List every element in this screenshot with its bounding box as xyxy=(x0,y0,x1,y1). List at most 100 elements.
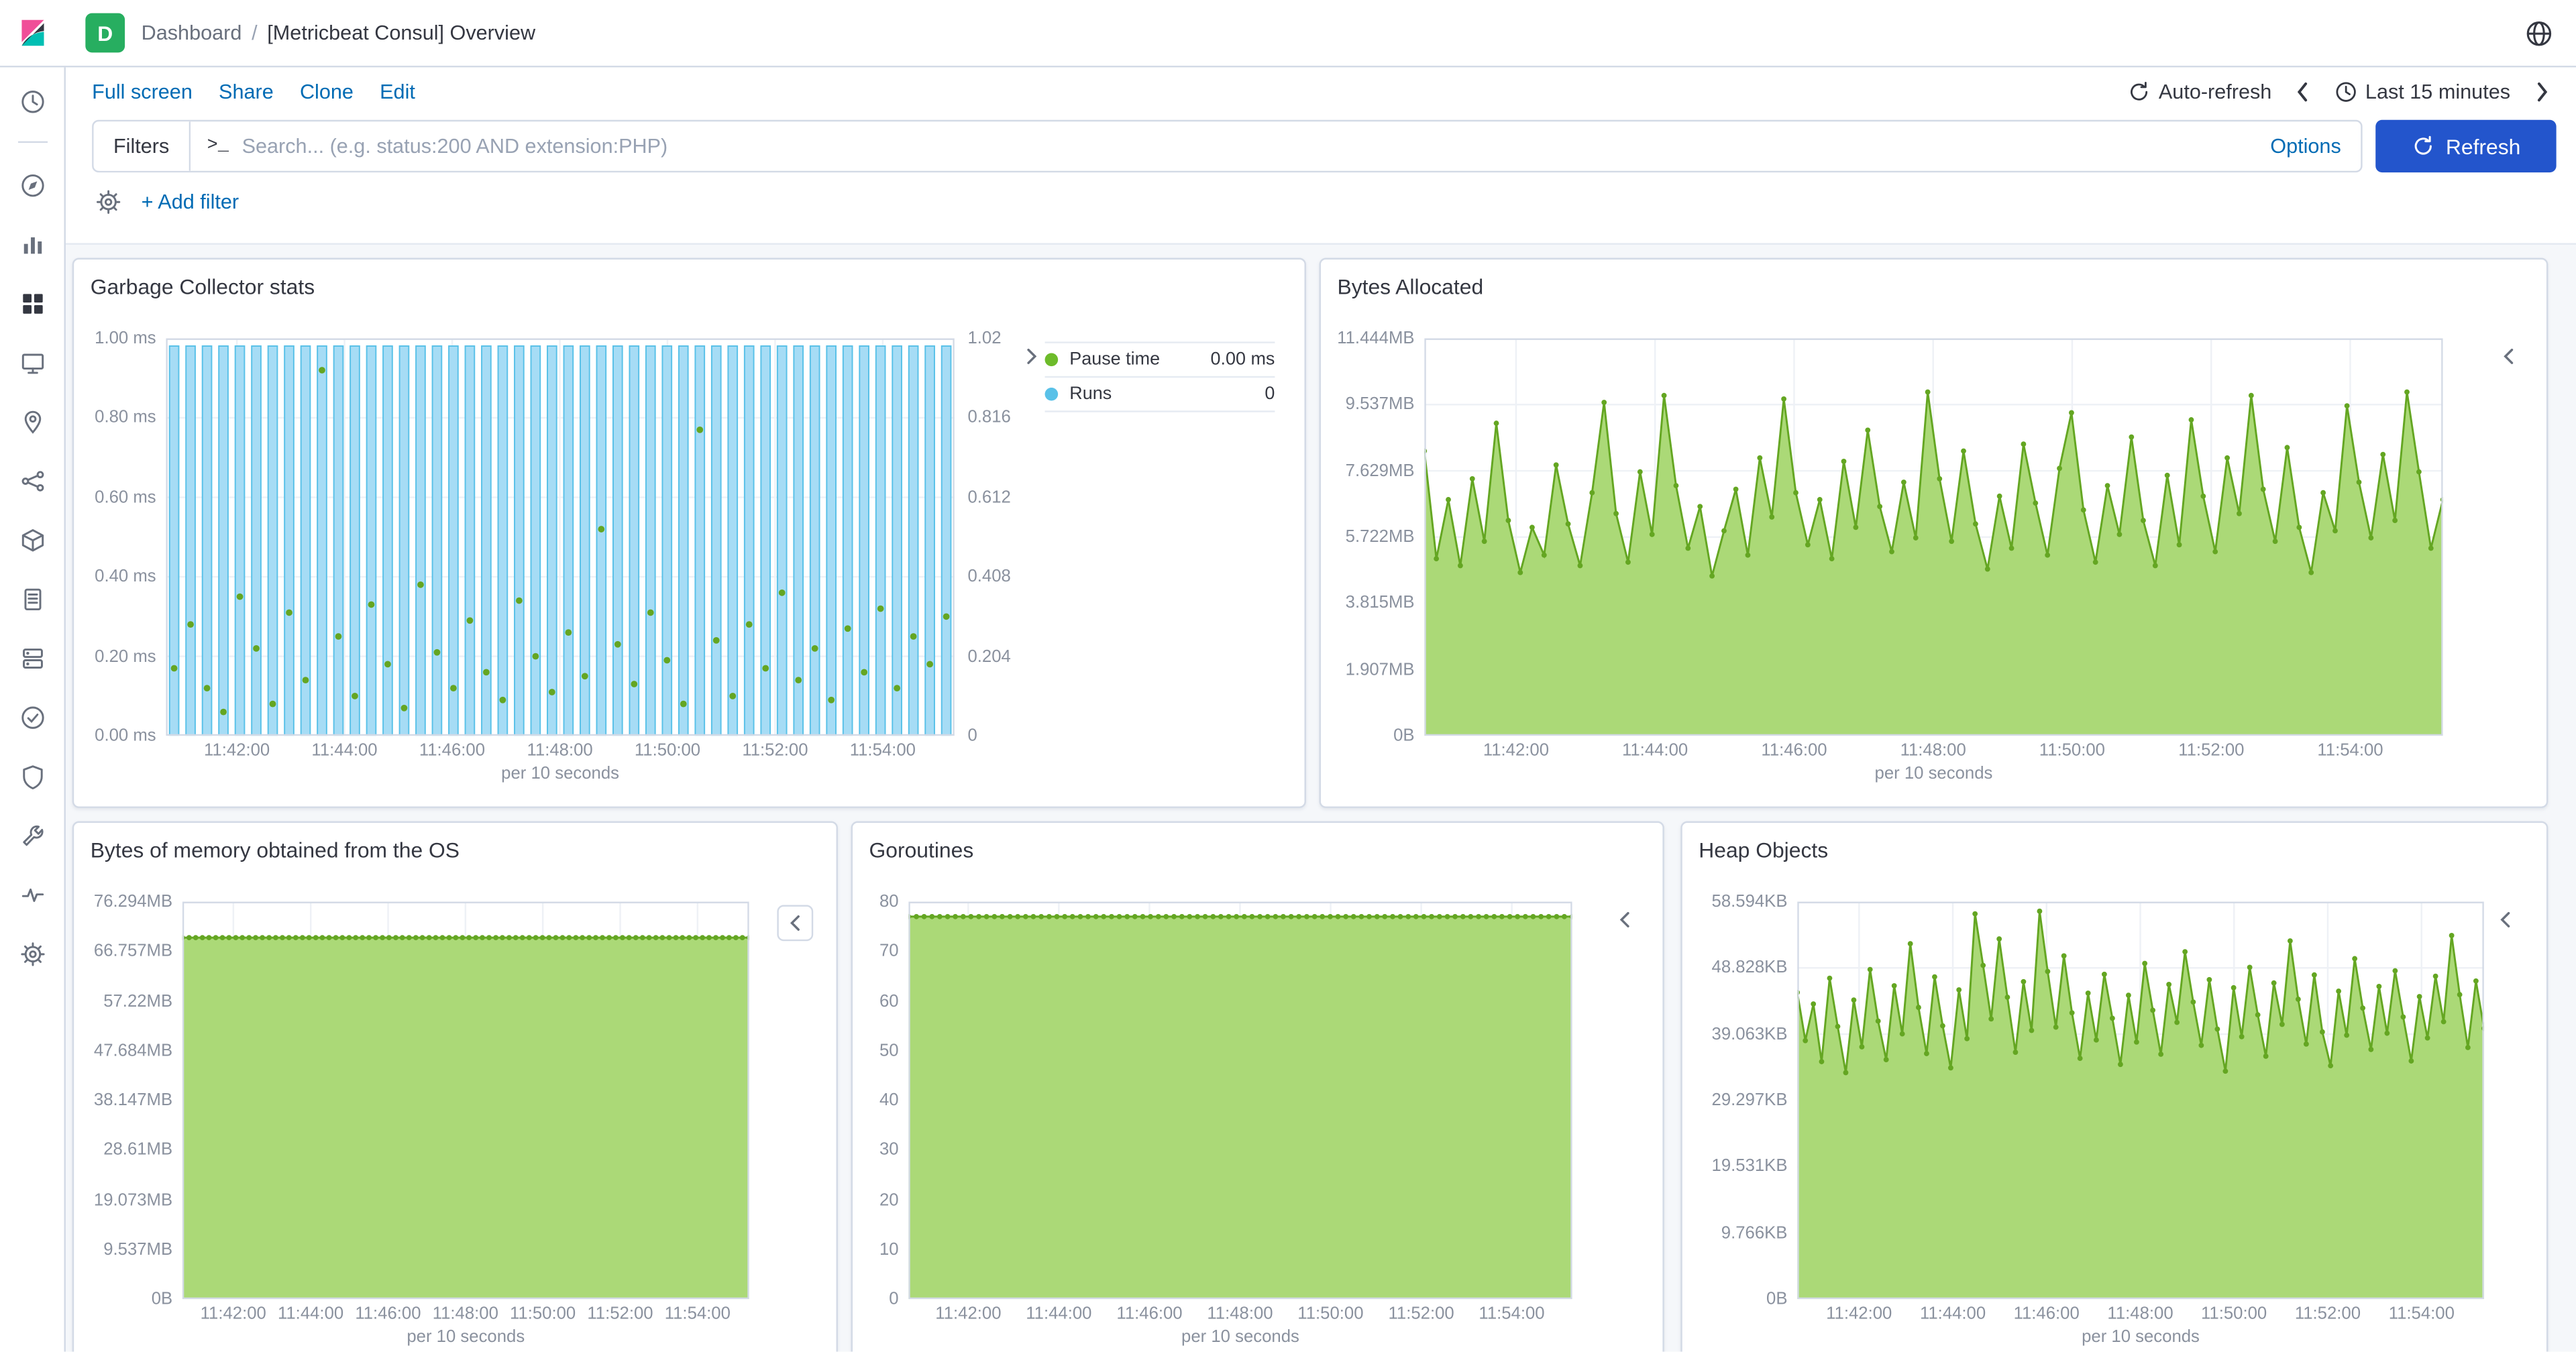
sidebar-item-management[interactable] xyxy=(0,925,65,984)
nav-right xyxy=(2525,19,2576,47)
chart-plot-area[interactable] xyxy=(166,337,955,737)
legend-item-runs[interactable]: Runs 0 xyxy=(1044,378,1275,412)
panel-goroutines: Goroutines 80 70 60 50 40 30 20 10 0 11:42:00 11:4… xyxy=(851,821,1664,1352)
legend-dot xyxy=(1044,353,1059,367)
x-axis-label: per 10 seconds xyxy=(1874,763,1993,784)
canvas-easel-icon xyxy=(21,353,43,374)
sidebar-item-siem[interactable] xyxy=(0,747,65,806)
sidebar-item-machine-learning[interactable] xyxy=(0,451,65,510)
panel-heap-objects: Heap Objects 58.594KB 48.828KB 39.063KB 29.… xyxy=(1680,821,2548,1352)
search-input[interactable] xyxy=(238,133,2251,160)
legend-label: Runs xyxy=(1069,384,1112,404)
sidebar-item-discover[interactable] xyxy=(0,156,65,215)
filter-settings-gear-icon[interactable] xyxy=(95,189,121,215)
console-prompt-icon: >_ xyxy=(207,136,229,156)
sidebar-item-infrastructure[interactable] xyxy=(0,511,65,570)
panel-title: Bytes Allocated xyxy=(1337,274,1484,299)
sidebar-item-dashboard[interactable] xyxy=(0,274,65,333)
legend-value: 0 xyxy=(1265,384,1275,404)
legend-item-pause-time[interactable]: Pause time 0.00 ms xyxy=(1044,343,1275,378)
heap-objects-chart: 58.594KB 48.828KB 39.063KB 29.297KB 19.531KB… xyxy=(1682,891,2546,1347)
main-content: Full screen Share Clone Edit Auto-refres… xyxy=(65,65,2576,1352)
logs-document-icon xyxy=(23,588,41,611)
chevron-left-icon xyxy=(2504,348,2514,364)
apm-stack-icon xyxy=(21,649,42,669)
chart-legend: Pause time 0.00 ms Runs 0 xyxy=(1044,341,1275,412)
filters-button[interactable]: Filters xyxy=(93,121,191,171)
dashboard-app-badge: D xyxy=(85,13,125,53)
time-back-button[interactable] xyxy=(2288,76,2318,106)
refresh-button[interactable]: Refresh xyxy=(2375,119,2557,173)
query-bar: Filters >_ Options Refresh xyxy=(66,117,2576,173)
x-axis-label: per 10 seconds xyxy=(1181,1327,1299,1347)
full-screen-link[interactable]: Full screen xyxy=(92,79,193,103)
sidebar-item-uptime[interactable] xyxy=(0,688,65,747)
sidebar-item-maps[interactable] xyxy=(0,392,65,451)
options-link[interactable]: Options xyxy=(2270,134,2341,158)
sidebar-item-visualize[interactable] xyxy=(0,215,65,274)
help-icon[interactable] xyxy=(2525,19,2553,47)
chart-plot-area[interactable] xyxy=(1421,337,2446,737)
toolbar-links: Full screen Share Clone Edit xyxy=(92,80,2127,103)
breadcrumb-dashboard-link[interactable]: Dashboard xyxy=(141,21,242,45)
kibana-logo[interactable] xyxy=(0,0,66,66)
add-filter-link[interactable]: + Add filter xyxy=(141,190,239,214)
breadcrumb: Dashboard / [Metricbeat Consul] Overview xyxy=(142,21,536,44)
panel-bytes-of-memory-os: Bytes of memory obtained from the OS 76.… xyxy=(72,821,838,1352)
app-sidebar xyxy=(0,65,66,1352)
time-controls: Auto-refresh Last 15 minutes xyxy=(2127,76,2556,106)
dashboard-toolbar: Full screen Share Clone Edit Auto-refres… xyxy=(66,66,2576,117)
map-pin-icon xyxy=(23,410,41,434)
chart-plot-area[interactable] xyxy=(179,901,752,1300)
goroutines-chart: 80 70 60 50 40 30 20 10 0 11:42:00 11:44:00 11:46:0… xyxy=(853,892,1662,1347)
auto-refresh-icon xyxy=(2131,80,2148,100)
sidebar-item-stack-monitoring[interactable] xyxy=(0,866,65,925)
top-nav: D Dashboard / [Metricbeat Consul] Overvi… xyxy=(0,0,2576,68)
compass-icon xyxy=(21,174,44,197)
legend-expand-button[interactable] xyxy=(2494,908,2517,931)
pulse-icon xyxy=(21,888,43,902)
y-axis-right: 1.02 0.816 0.612 0.408 0.204 0 xyxy=(967,328,1011,746)
clock-icon xyxy=(21,91,44,113)
legend-collapse-button[interactable] xyxy=(1020,345,1043,368)
auto-refresh-button[interactable]: Auto-refresh xyxy=(2127,80,2271,103)
chevron-left-icon xyxy=(790,915,800,931)
x-axis-label: per 10 seconds xyxy=(2082,1327,2200,1347)
chart-plot-area[interactable] xyxy=(906,901,1575,1300)
machine-learning-icon xyxy=(21,471,44,492)
sidebar-item-dev-tools[interactable] xyxy=(0,806,65,865)
clone-link[interactable]: Clone xyxy=(299,79,354,103)
wrench-icon xyxy=(22,825,43,846)
y-axis-left: 1.00 ms 0.80 ms 0.60 ms 0.40 ms 0.20 ms 0.00 … xyxy=(95,328,156,746)
y-axis-left: 11.444MB 9.537MB 7.629MB 5.722MB 3.815MB 1.90… xyxy=(1337,328,1415,746)
panel-title: Heap Objects xyxy=(1699,837,1829,862)
chart-plot-area[interactable] xyxy=(1794,901,2487,1300)
x-axis: 11:42:00 11:44:00 11:46:00 11:48:00 11:50:00… xyxy=(1826,1304,2455,1324)
sidebar-item-recently-viewed[interactable] xyxy=(0,76,65,128)
x-axis: 11:42:00 11:44:00 11:46:00 11:48:00 11:50:00… xyxy=(204,740,916,760)
panel-bytes-allocated: Bytes Allocated 11.444MB 9.537MB 7.629MB 5.… xyxy=(1319,258,2548,808)
edit-link[interactable]: Edit xyxy=(380,79,415,103)
sidebar-item-logs[interactable] xyxy=(0,570,65,629)
filter-bar: + Add filter xyxy=(66,172,2576,235)
dashboard-grid: Garbage Collector stats 1.00 ms 0.80 ms 0.… xyxy=(65,243,2576,1352)
time-forward-button[interactable] xyxy=(2527,76,2557,106)
legend-expand-button[interactable] xyxy=(777,905,814,942)
time-range-button[interactable]: Last 15 minutes xyxy=(2334,80,2510,103)
x-axis: 11:42:00 11:44:00 11:46:00 11:48:00 11:50:00… xyxy=(935,1304,1545,1324)
share-link[interactable]: Share xyxy=(219,79,274,103)
sidebar-item-apm[interactable] xyxy=(0,629,65,688)
gear-icon xyxy=(20,942,44,966)
chevron-right-icon xyxy=(2536,81,2546,101)
sidebar-item-canvas[interactable] xyxy=(0,333,65,392)
gc-stats-chart: 1.00 ms 0.80 ms 0.60 ms 0.40 ms 0.20 ms 0.00 … xyxy=(74,328,1304,783)
y-axis-left: 58.594KB 48.828KB 39.063KB 29.297KB 19.531KB… xyxy=(1711,891,1788,1309)
kibana-logo-icon xyxy=(21,19,44,46)
y-axis-left: 76.294MB 66.757MB 57.22MB 47.684MB 38.147MB 2… xyxy=(93,891,173,1309)
clock-icon xyxy=(2335,81,2356,101)
chevron-left-icon xyxy=(1619,911,1629,927)
bytes-allocated-chart: 11.444MB 9.537MB 7.629MB 5.722MB 3.815MB 1.90… xyxy=(1321,328,2546,784)
legend-expand-button[interactable] xyxy=(2497,345,2520,368)
legend-expand-button[interactable] xyxy=(1613,908,1636,931)
